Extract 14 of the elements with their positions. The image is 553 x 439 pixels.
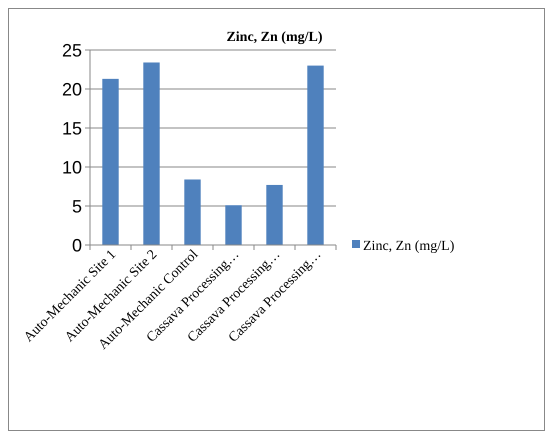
y-tick-label: 25 xyxy=(62,40,82,60)
y-tick-label: 20 xyxy=(62,79,82,100)
bar xyxy=(102,78,119,245)
bar xyxy=(225,205,242,245)
y-tick-label: 5 xyxy=(72,196,82,216)
bar xyxy=(266,184,283,245)
y-tick-label: 10 xyxy=(62,157,82,178)
bar xyxy=(184,179,201,245)
bar xyxy=(143,62,160,245)
bar xyxy=(307,66,324,245)
y-tick-label: 15 xyxy=(62,118,82,138)
y-tick-label: 0 xyxy=(72,235,82,256)
chart-title: Zinc, Zn (mg/L) xyxy=(226,30,323,45)
legend-label: Zinc, Zn (mg/L) xyxy=(363,238,455,254)
